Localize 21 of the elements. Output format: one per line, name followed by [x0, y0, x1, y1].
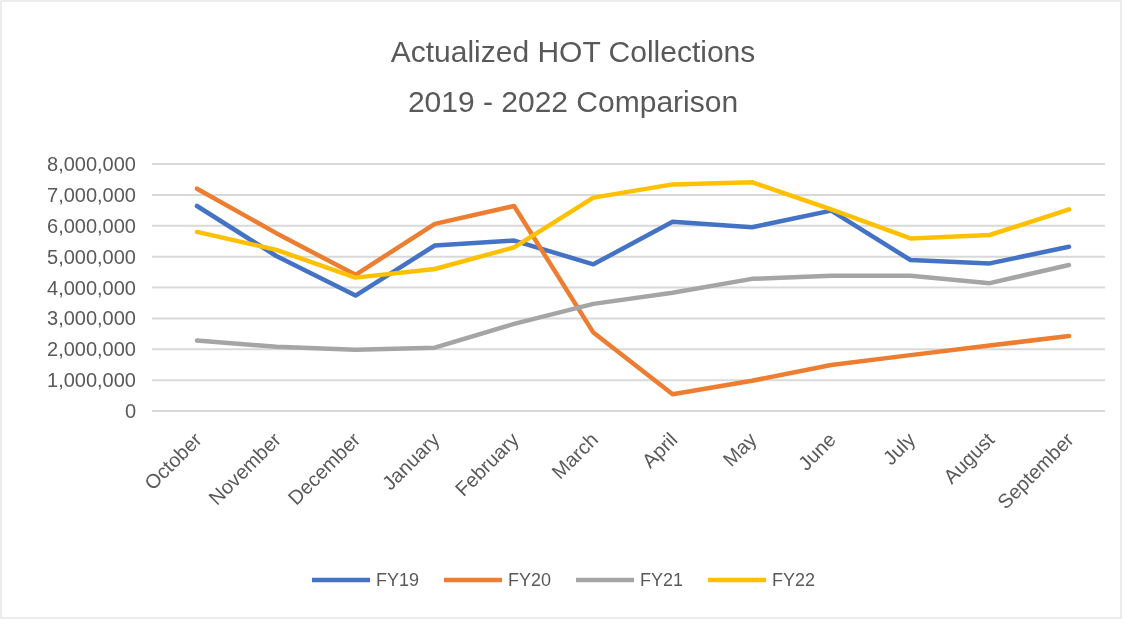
- legend-label: FY21: [640, 570, 684, 591]
- line-series: [194, 203, 1072, 298]
- line-series: [194, 186, 1072, 397]
- y-tick-label: 6,000,000: [47, 214, 136, 237]
- chart-subtitle: 2019 - 2022 Comparison: [407, 85, 739, 118]
- y-tick-label: 0: [124, 400, 136, 422]
- line-series: [194, 262, 1072, 353]
- y-tick-label: 2,000,000: [47, 338, 136, 361]
- y-tick-label: 1,000,000: [47, 369, 136, 392]
- chart-title: Actualized HOT Collections: [390, 35, 756, 68]
- x-tick-label: July: [878, 428, 920, 469]
- y-tick-label: 5,000,000: [47, 245, 136, 268]
- y-tick-label: 8,000,000: [47, 153, 136, 175]
- y-tick-label: 3,000,000: [47, 307, 136, 330]
- legend-label: FY20: [508, 570, 552, 591]
- y-tick-label: 4,000,000: [47, 276, 136, 299]
- x-tick-label: May: [718, 428, 761, 471]
- legend-label: FY19: [376, 570, 420, 591]
- line-series: [194, 179, 1072, 280]
- legend-label: FY22: [772, 570, 816, 591]
- y-tick-label: 7,000,000: [47, 183, 136, 206]
